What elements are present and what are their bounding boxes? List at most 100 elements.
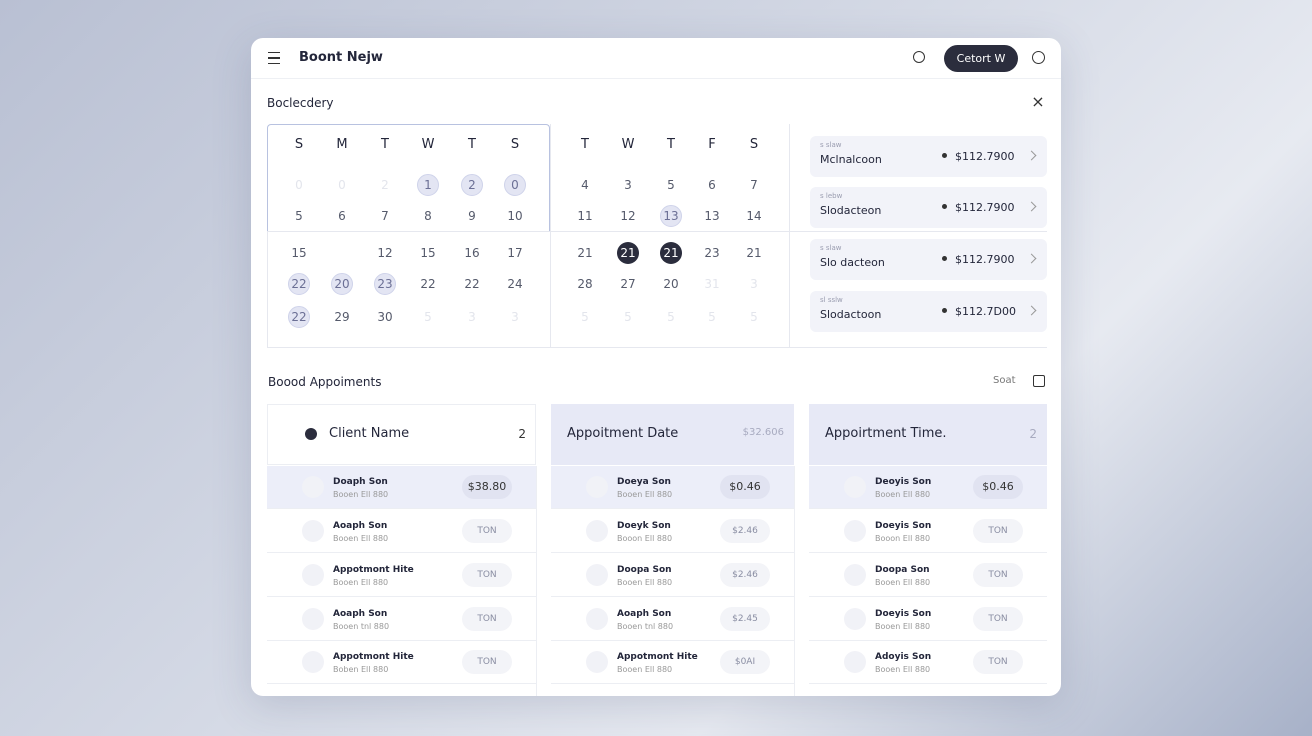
calendar-day[interactable]: 1 bbox=[424, 178, 432, 192]
calendar-day[interactable]: 21 bbox=[663, 246, 679, 260]
calendar-day[interactable]: 5 bbox=[667, 310, 675, 324]
icon-button[interactable] bbox=[1032, 51, 1045, 64]
weekday-label: W bbox=[621, 137, 635, 152]
calendar-day[interactable]: 21 bbox=[620, 246, 636, 260]
divider bbox=[536, 466, 537, 696]
calendar-day[interactable]: 16 bbox=[464, 246, 480, 260]
calendar-day[interactable]: 0 bbox=[295, 178, 303, 192]
calendar-day[interactable]: 6 bbox=[708, 178, 716, 192]
summary-card[interactable] bbox=[810, 187, 1047, 228]
row-icon bbox=[844, 564, 866, 586]
calendar-day[interactable]: 9 bbox=[468, 209, 476, 223]
close-button[interactable]: × bbox=[1031, 92, 1045, 111]
calendar-day[interactable]: 12 bbox=[620, 209, 636, 223]
calendar-day[interactable]: 2 bbox=[468, 178, 476, 192]
row-name: Doeya Son bbox=[617, 477, 671, 487]
icon-button[interactable] bbox=[913, 51, 925, 63]
calendar-day[interactable]: 4 bbox=[581, 178, 589, 192]
calendar-day[interactable]: 22 bbox=[291, 310, 307, 324]
primary-button[interactable]: Cetort W bbox=[944, 45, 1018, 72]
calendar-day[interactable]: 12 bbox=[377, 246, 393, 260]
calendar-day[interactable]: 27 bbox=[620, 277, 636, 291]
calendar-day[interactable]: 31 bbox=[704, 277, 720, 291]
divider bbox=[550, 124, 551, 347]
sort-label[interactable]: Soat bbox=[993, 375, 1016, 386]
menu-icon-bar bbox=[268, 57, 280, 59]
calendar-day[interactable]: 5 bbox=[295, 209, 303, 223]
calendar-day[interactable]: 13 bbox=[704, 209, 720, 223]
day-highlight bbox=[504, 174, 526, 196]
calendar-day[interactable]: 17 bbox=[507, 246, 523, 260]
summary-card[interactable] bbox=[810, 291, 1047, 332]
calendar-day[interactable]: 2 bbox=[381, 178, 389, 192]
calendar-day[interactable]: 15 bbox=[291, 246, 307, 260]
row-name: Doeyk Son bbox=[617, 521, 671, 531]
calendar-day[interactable]: 10 bbox=[507, 209, 523, 223]
row-icon bbox=[302, 520, 324, 542]
card-amount: $112.7900 bbox=[955, 150, 1015, 163]
calendar-day[interactable]: 7 bbox=[381, 209, 389, 223]
calendar-day[interactable]: 21 bbox=[746, 246, 762, 260]
calendar-day[interactable]: 8 bbox=[424, 209, 432, 223]
calendar-day[interactable]: 28 bbox=[577, 277, 593, 291]
calendar-day[interactable]: 11 bbox=[577, 209, 593, 223]
calendar-day[interactable]: 22 bbox=[464, 277, 480, 291]
calendar-day[interactable]: 5 bbox=[624, 310, 632, 324]
day-highlight bbox=[417, 174, 439, 196]
weekday-label: S bbox=[510, 137, 520, 152]
divider bbox=[267, 231, 1047, 232]
calendar-day[interactable]: 0 bbox=[338, 178, 346, 192]
calendar-day[interactable]: 5 bbox=[750, 310, 758, 324]
calendar-day[interactable]: 0 bbox=[511, 178, 519, 192]
calendar-day[interactable]: 3 bbox=[511, 310, 519, 324]
calendar-day[interactable]: 6 bbox=[338, 209, 346, 223]
day-highlight bbox=[374, 273, 396, 295]
calendar-day[interactable]: 21 bbox=[577, 246, 593, 260]
calendar-day[interactable]: 20 bbox=[334, 277, 350, 291]
calendar-day[interactable]: 3 bbox=[624, 178, 632, 192]
calendar-day[interactable]: 13 bbox=[663, 209, 679, 223]
weekday-label: T bbox=[468, 137, 476, 152]
row-icon bbox=[302, 476, 324, 498]
card-label: s lebw bbox=[820, 192, 843, 200]
calendar-day[interactable]: 7 bbox=[750, 178, 758, 192]
calendar-day[interactable]: 22 bbox=[420, 277, 436, 291]
menu-icon[interactable] bbox=[268, 52, 280, 64]
calendar-day[interactable]: 5 bbox=[581, 310, 589, 324]
calendar-day[interactable]: 3 bbox=[750, 277, 758, 291]
calendar-day[interactable]: 3 bbox=[468, 310, 476, 324]
divider bbox=[251, 78, 1061, 79]
summary-card[interactable] bbox=[810, 136, 1047, 177]
calendar-day[interactable]: 30 bbox=[377, 310, 393, 324]
calendar-day[interactable]: 15 bbox=[420, 246, 436, 260]
calendar-day[interactable]: 5 bbox=[424, 310, 432, 324]
divider bbox=[267, 347, 1047, 348]
calendar-day[interactable]: 5 bbox=[667, 178, 675, 192]
calendar-day[interactable]: 23 bbox=[704, 246, 720, 260]
row-tag: TON bbox=[462, 607, 512, 631]
row-tag: TON bbox=[973, 563, 1023, 587]
column-title[interactable]: Appoirtment Time. bbox=[825, 426, 947, 441]
calendar-day[interactable]: 14 bbox=[746, 209, 762, 223]
column-badge: 2 bbox=[518, 427, 526, 441]
summary-card[interactable] bbox=[810, 239, 1047, 280]
calendar-day[interactable]: 24 bbox=[507, 277, 523, 291]
day-highlight bbox=[288, 306, 310, 328]
row-name: Doopa Son bbox=[875, 565, 930, 575]
status-dot bbox=[942, 308, 947, 313]
row-tag: TON bbox=[462, 650, 512, 674]
calendar-day[interactable]: 29 bbox=[334, 310, 350, 324]
row-detail: Booen Ell 880 bbox=[875, 578, 931, 587]
calendar-day[interactable]: 20 bbox=[663, 277, 679, 291]
row-tag: TON bbox=[462, 563, 512, 587]
column-title[interactable]: Client Name bbox=[329, 426, 410, 441]
row-detail: Booen Ell 880 bbox=[617, 665, 673, 674]
calendar-day[interactable]: 23 bbox=[377, 277, 393, 291]
row-detail: Booen Ell 880 bbox=[617, 490, 673, 499]
calendar-day[interactable]: 22 bbox=[291, 277, 307, 291]
column-title[interactable]: Appoitment Date bbox=[567, 426, 679, 441]
calendar-day[interactable]: 5 bbox=[708, 310, 716, 324]
checkbox[interactable] bbox=[1033, 375, 1045, 387]
column-badge: $32.606 bbox=[742, 427, 784, 438]
